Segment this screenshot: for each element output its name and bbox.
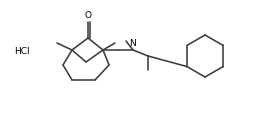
Text: HCl: HCl bbox=[14, 46, 30, 55]
Text: O: O bbox=[85, 12, 91, 21]
Text: N: N bbox=[130, 39, 136, 48]
